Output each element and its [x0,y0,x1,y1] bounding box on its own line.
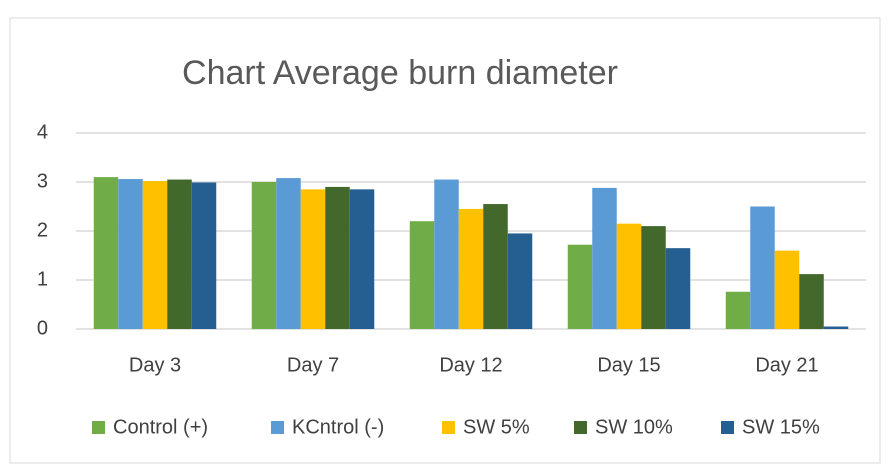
bar [409,221,435,329]
bar [325,186,350,329]
legend-label: SW 5% [463,416,530,438]
legend-swatch [92,421,105,434]
legend-swatch [442,421,455,434]
bar [93,177,119,329]
bar [142,181,168,329]
bar [799,274,824,329]
x-tick-label: Day 3 [129,354,181,376]
legend-label: KCntrol (-) [292,416,384,438]
y-tick-label: 0 [37,317,48,339]
bar [191,182,217,329]
y-tick-label: 3 [37,170,48,192]
bar [823,326,849,329]
bar [592,187,617,329]
bar [458,208,484,329]
x-tick-label: Day 7 [287,354,339,376]
bar [774,250,800,329]
legend-swatch [271,421,284,434]
legend-label: Control (+) [113,416,208,438]
y-tick-label: 1 [37,268,48,290]
bar [750,206,775,329]
bar [616,223,642,329]
y-tick-label: 2 [37,219,48,241]
bar [483,204,508,329]
bar [251,182,277,329]
bar [567,244,593,329]
x-tick-label: Day 21 [755,354,818,376]
chart-title: Chart Average burn diameter [182,54,618,92]
bar [507,233,533,329]
bar [641,226,666,329]
x-tick-label: Day 15 [597,354,660,376]
legend-swatch [721,421,734,434]
bar [300,189,326,329]
bar [434,179,459,329]
y-tick-label: 4 [37,121,48,143]
bar [725,291,751,329]
legend-swatch [574,421,587,434]
bar [276,178,301,329]
bar [665,248,691,329]
legend-label: SW 10% [595,416,673,438]
bar [349,189,375,329]
bar [118,179,143,329]
bar [167,179,192,329]
legend-label: SW 15% [742,416,820,438]
x-tick-label: Day 12 [439,354,502,376]
